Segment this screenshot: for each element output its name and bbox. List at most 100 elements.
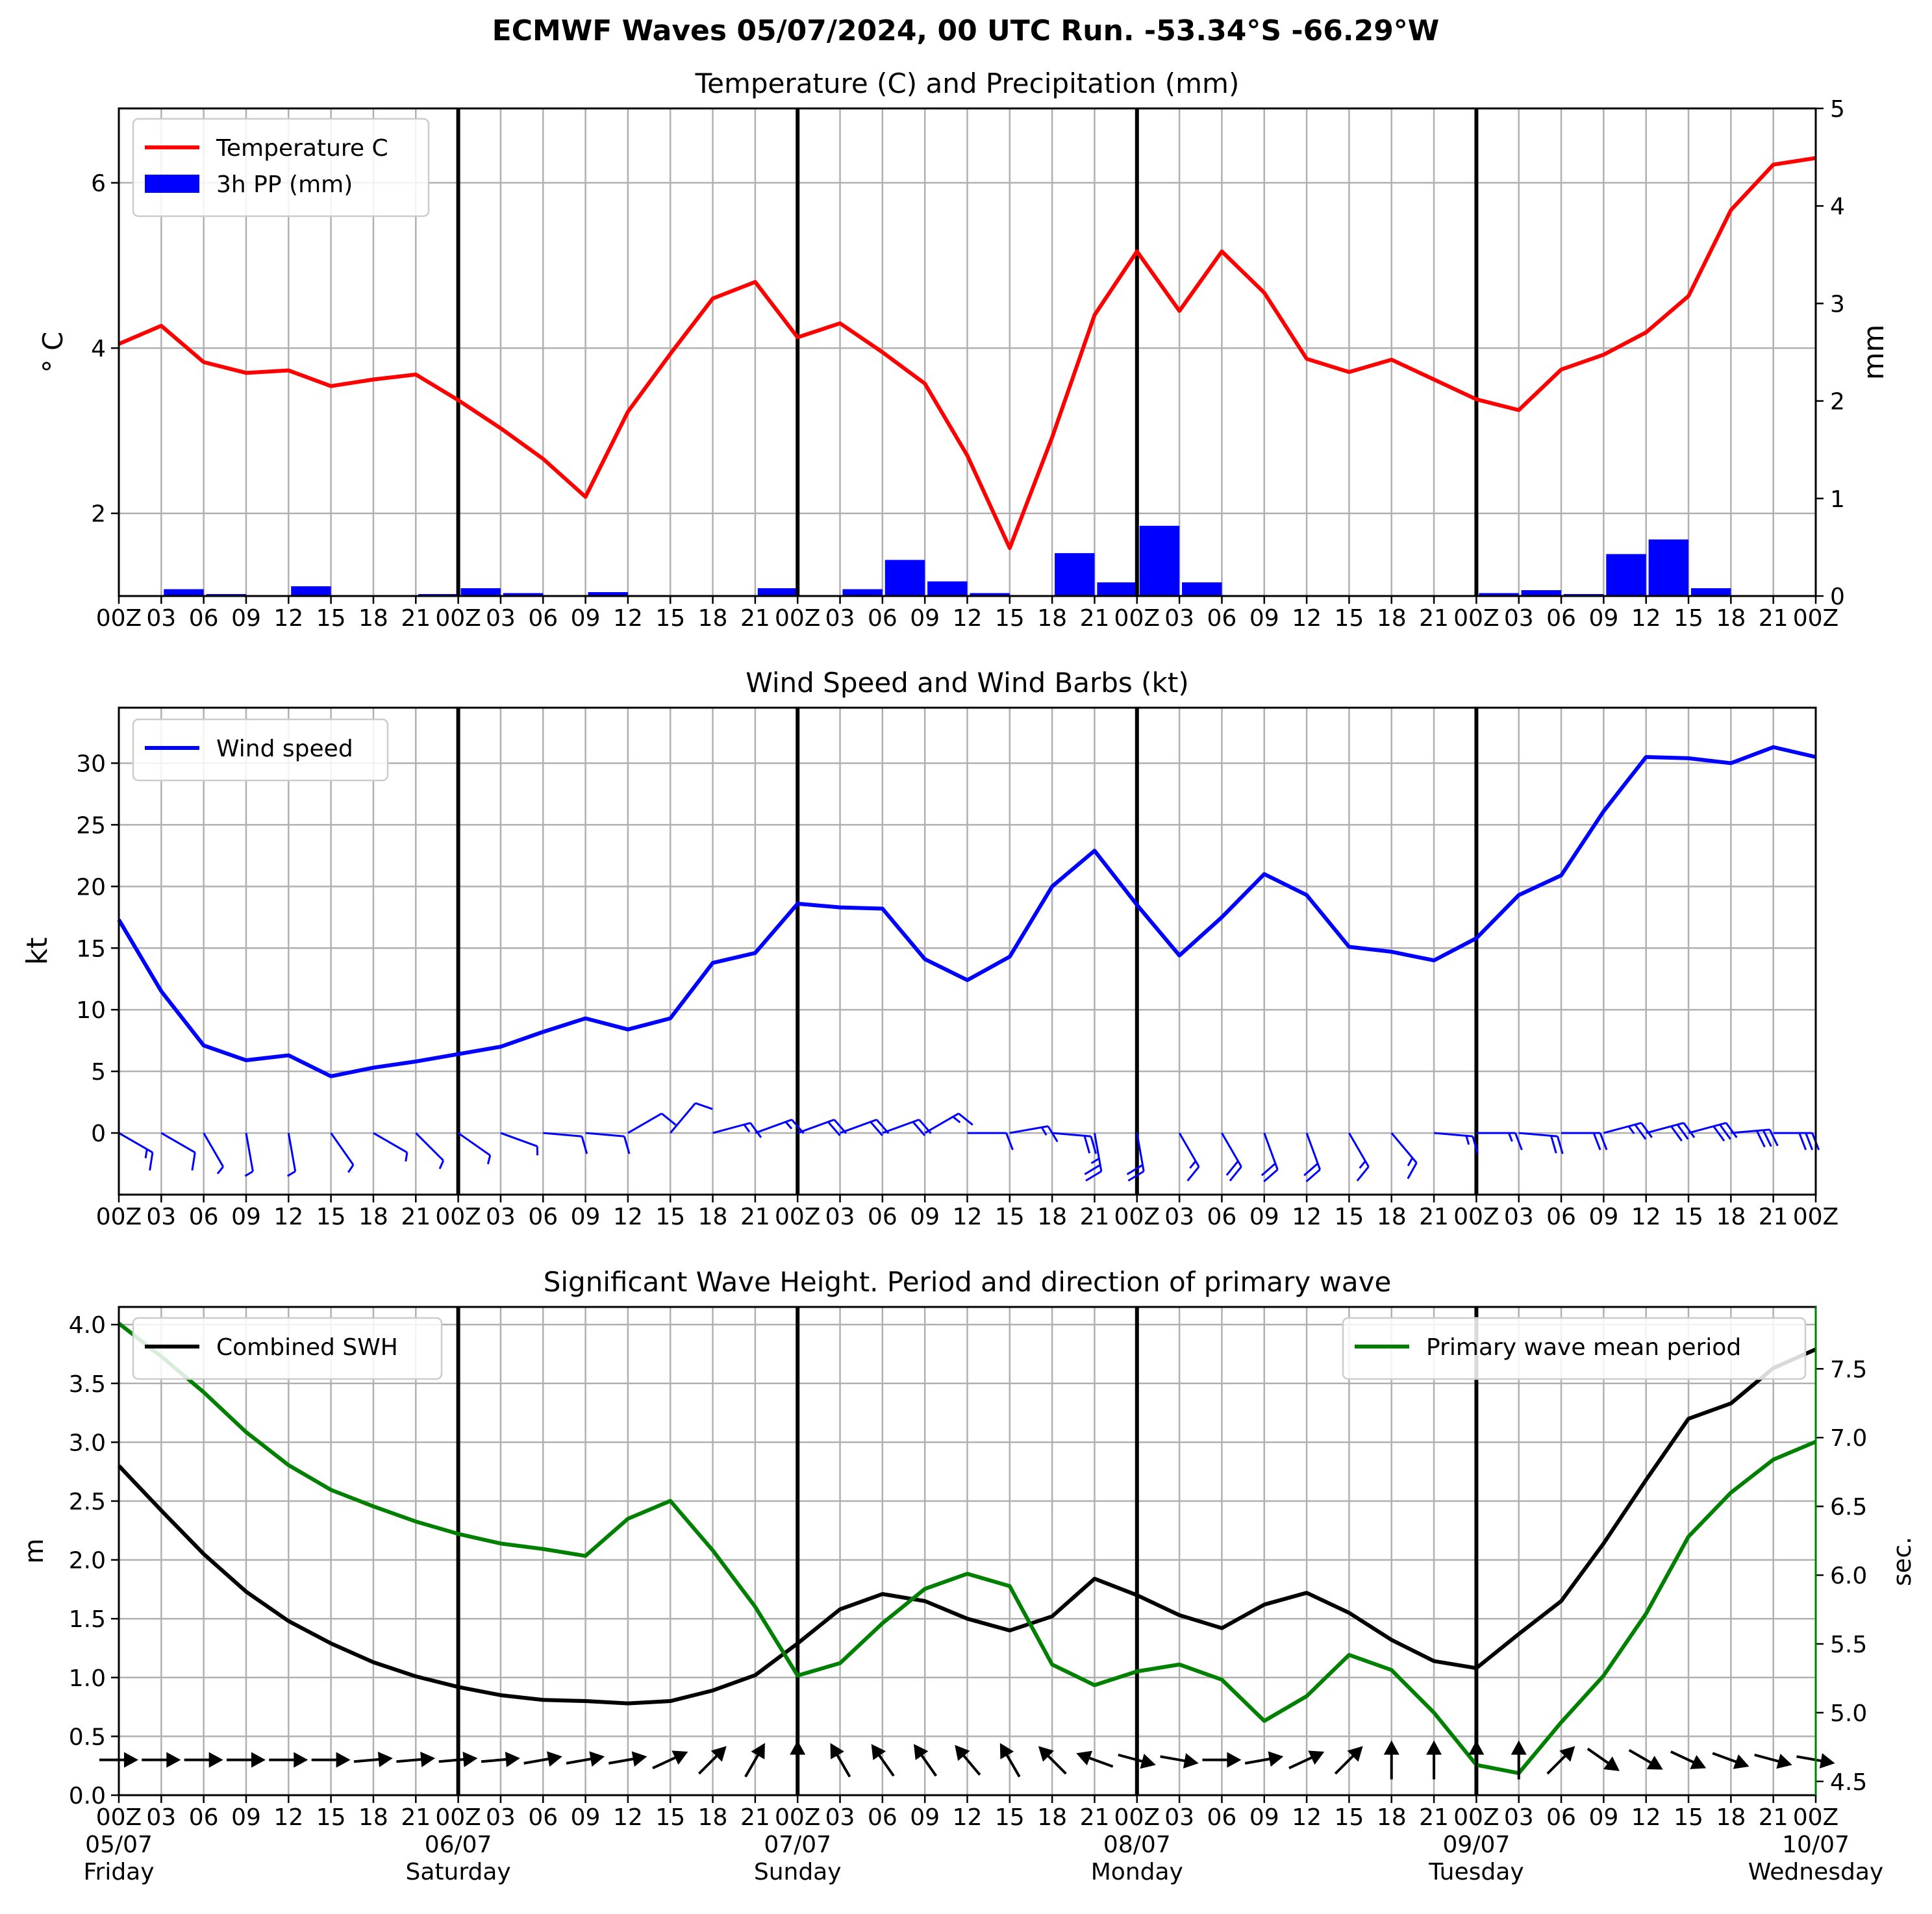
panel-3-grid [160,1307,1774,1795]
x-tick-label: 03 [146,605,176,632]
wind-speed-line [117,745,1816,1078]
x-tick-label: 09 [910,605,940,632]
day-date-label: 06/07 [425,1832,492,1858]
x-tick-label: 00Z [1793,605,1838,632]
wind-barb [1221,1132,1242,1182]
x-tick-label: 15 [1674,1204,1703,1230]
x-tick-label: 18 [698,605,728,632]
arrow-head [1603,1756,1620,1771]
x-tick-label: 21 [401,1804,431,1831]
precip-bar [503,593,544,596]
precip-bar [1182,582,1222,596]
day-name-label: Tuesday [1428,1859,1524,1885]
x-tick-label: 15 [995,1204,1025,1230]
x-tick-label: 12 [273,1804,303,1831]
y-tick-label: 30 [76,751,106,777]
x-tick-label: 18 [1037,605,1067,632]
wind-barb [1561,1132,1608,1150]
barb-staff [330,1132,355,1166]
x-tick-label: 12 [613,1204,643,1230]
wind-barb [1390,1132,1418,1180]
x-tick-label: 18 [1037,1804,1067,1831]
day-name-label: Wednesday [1748,1859,1883,1885]
x-tick-label: 00Z [1453,1204,1499,1230]
barb-flag [1550,1136,1557,1154]
barb-half-flag [347,1164,355,1173]
y-tick-label: 2.5 [69,1489,106,1515]
precip-bar [970,593,1010,596]
x-tick-label: 03 [825,1204,855,1230]
y2-axis-label: mm [1857,325,1890,380]
legend-box [132,1317,443,1380]
barb-staff [203,1132,224,1167]
y-tick-label: 15 [76,936,106,962]
x-tick-label: 21 [1759,1804,1788,1831]
x-tick-label: 06 [528,605,558,632]
barb-staff [627,1112,662,1134]
x-tick-label: 03 [1504,1204,1534,1230]
wind-barb [1731,1128,1779,1148]
precip-bar [1097,582,1137,596]
wind-barb [1084,1132,1103,1182]
wave-direction-arrow [955,1745,981,1776]
arrow-head [1347,1746,1363,1762]
barb-half-flag [1627,1125,1635,1134]
precip-bar [757,588,798,596]
wave-direction-arrow [999,1743,1021,1778]
x-tick-label: 03 [1164,1204,1194,1230]
y-tick-label: 1.5 [69,1606,106,1633]
x-tick-label: 09 [1588,605,1618,632]
wave-direction-arrow [1796,1753,1835,1769]
x-tick-label: 03 [486,1804,516,1831]
x-tick-label: 21 [1759,1204,1788,1230]
wave-period-line [118,1322,1817,1776]
x-tick-label: 09 [231,1204,261,1230]
y-tick-label: 25 [76,812,106,839]
barb-flag [1090,1136,1098,1154]
legend-box [132,118,430,218]
wind-barb [287,1132,297,1177]
precip-bar [1055,553,1095,596]
x-tick-label: 03 [1164,1804,1194,1831]
barb-flag [1755,1130,1766,1148]
wind-barb [670,1102,713,1134]
arrow-head [1690,1755,1707,1769]
x-tick-label: 00Z [1114,605,1160,632]
wind-barb [457,1132,492,1165]
arrow-head [1038,1746,1054,1762]
legend-entry: Combined SWH [216,1334,398,1361]
x-tick-label: 18 [1716,1804,1746,1831]
x-tick-label: 03 [1164,605,1194,632]
arrow-head [1268,1751,1284,1767]
barb-staff [245,1132,254,1172]
x-tick-label: 09 [1249,1804,1279,1831]
x-tick-label: 18 [358,605,388,632]
arrow-head [1819,1753,1835,1769]
wave-direction-arrow [396,1751,436,1767]
y-tick-label: 2 [91,501,106,528]
precip-bar [1139,525,1180,596]
x-tick-label: 03 [486,1204,516,1230]
x-tick-label: 18 [698,1804,728,1831]
wave-direction-arrow [1076,1750,1114,1768]
barb-flag [1719,1124,1731,1140]
wind-barb [415,1132,445,1169]
x-tick-label: 15 [1335,1804,1364,1831]
barb-flag [1303,1162,1319,1176]
x-tick-label: 12 [1292,605,1322,632]
wave-direction-arrow [566,1751,605,1767]
x-tick-label: 12 [613,1804,643,1831]
x-tick-label: 00Z [435,1804,481,1831]
precip-bar [1648,539,1689,596]
y-tick-label: 20 [76,874,106,901]
barb-flag [1229,1166,1242,1182]
arrow-head [1227,1752,1242,1768]
y-tick-label: 4.0 [69,1312,106,1339]
precip-bar [588,591,628,596]
arrow-head [420,1751,436,1767]
wave-direction-arrow [1383,1740,1399,1780]
x-tick-label: 21 [1419,1804,1449,1831]
barb-half-flag [1090,1158,1100,1164]
arrow-head [1646,1756,1663,1770]
